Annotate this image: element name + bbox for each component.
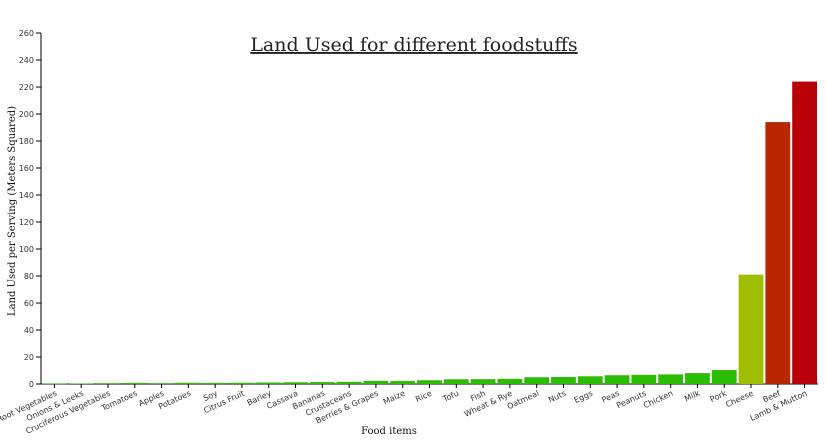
bar-maize	[390, 381, 416, 384]
bar-lamb-mutton	[792, 81, 817, 384]
y-tick-label: 220	[19, 83, 34, 92]
bar-bananas	[309, 382, 335, 384]
y-tick-label: 140	[19, 191, 34, 200]
y-tick-label: 200	[19, 110, 34, 119]
bar-crustaceans	[336, 381, 362, 384]
x-tick-label: Nuts	[547, 389, 567, 405]
bar-milk	[685, 373, 710, 384]
x-tick-label: Rice	[414, 389, 433, 404]
bar-cheese	[738, 274, 764, 384]
y-axis-title: Land Used per Serving (Meters Squared)	[7, 106, 18, 316]
bar-pork	[711, 370, 737, 384]
x-tick-label: Cheese	[724, 389, 755, 410]
y-tick-label: 60	[24, 299, 34, 308]
bar-tofu	[443, 379, 469, 384]
bar-rice	[417, 380, 442, 384]
bar-citrus-fruit	[229, 382, 255, 384]
x-tick-label: Tofu	[441, 389, 460, 404]
bar-oatmeal	[524, 377, 550, 384]
bar-chicken	[658, 374, 684, 384]
y-tick-label: 120	[19, 218, 34, 227]
y-tick-label: 20	[24, 353, 34, 362]
y-tick-label: 260	[19, 29, 34, 38]
bar-peanuts	[631, 374, 657, 384]
bar-barley	[256, 382, 282, 384]
bar-beef	[765, 122, 791, 384]
bar-apples	[149, 383, 174, 384]
x-axis-title: Food items	[361, 426, 417, 437]
bar-soy	[202, 382, 228, 384]
bar-root-vegetables	[42, 383, 67, 385]
bar-nuts	[551, 376, 576, 384]
x-tick-label: Peanuts	[615, 389, 648, 411]
x-tick-label: Chicken	[642, 389, 674, 411]
y-tick-label: 240	[19, 56, 34, 65]
chart-title: Land Used for different foodstuffs	[250, 34, 577, 56]
bar-eggs	[577, 376, 603, 384]
bar-wheat-rye	[497, 378, 523, 384]
y-tick-label: 80	[24, 272, 34, 281]
bar-potatoes	[175, 382, 201, 384]
x-tick-label: Milk	[683, 389, 702, 404]
bar-onions-leeks	[68, 383, 94, 384]
bar-cruciferous-vegetables	[95, 383, 121, 384]
bar-peas	[604, 375, 630, 384]
bar-fish	[470, 379, 496, 384]
bar-cassava	[283, 382, 308, 384]
y-tick-label: 0	[29, 380, 34, 389]
y-tick-label: 160	[19, 164, 34, 173]
bar-berries-grapes	[363, 380, 389, 384]
y-tick-label: 180	[19, 137, 34, 146]
bar-tomatoes	[122, 382, 148, 384]
bars	[42, 81, 817, 385]
y-axis: 0 20 40 60 80 100 120 140 160 180 200 220 240 260	[19, 29, 42, 389]
y-tick-label: 40	[24, 326, 34, 335]
y-tick-label: 100	[19, 245, 34, 254]
x-tick-label: Eggs	[573, 389, 594, 405]
x-tick-label: Maize	[382, 389, 407, 407]
